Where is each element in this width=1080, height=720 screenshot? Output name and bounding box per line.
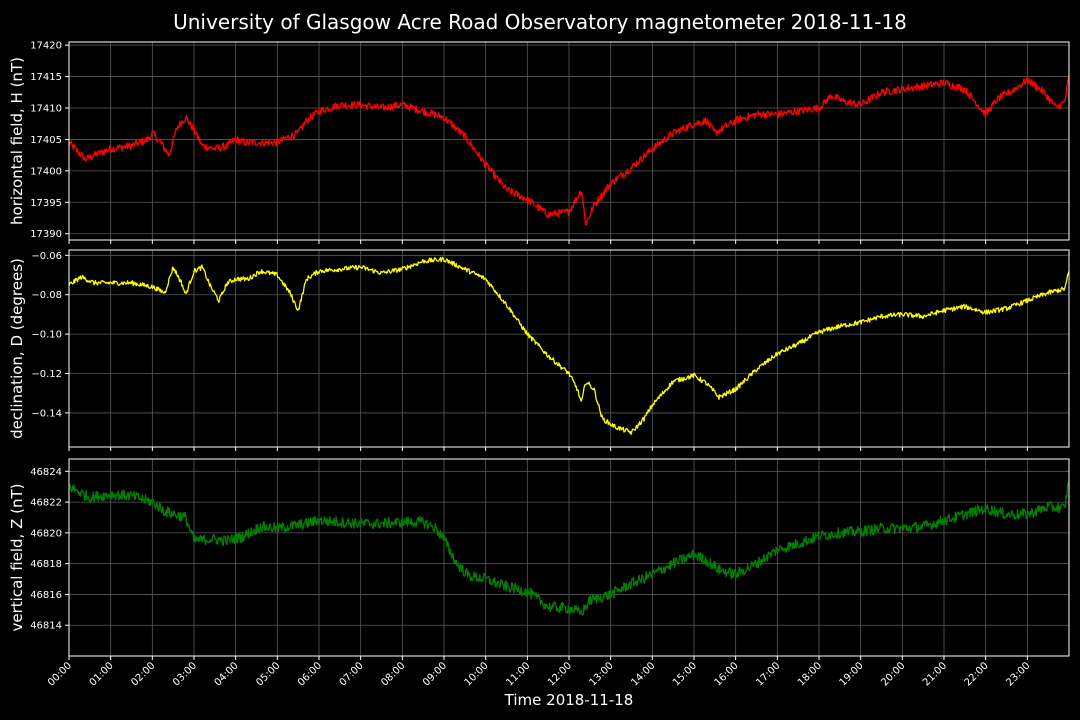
x-tick-label: 14:00	[629, 660, 657, 688]
x-tick-label: 19:00	[838, 660, 866, 688]
x-tick-label: 06:00	[296, 660, 324, 688]
y-tick-label: −0.08	[31, 290, 62, 301]
x-tick-label: 12:00	[546, 660, 574, 688]
y-tick-label: 46818	[30, 559, 62, 570]
x-tick-label: 15:00	[671, 660, 699, 688]
x-tick-label: 20:00	[879, 660, 907, 688]
x-tick-label: 00:00	[46, 660, 74, 688]
y-tick-label: −0.12	[31, 369, 62, 380]
series-line-h	[68, 74, 1070, 226]
x-tick-label: 02:00	[129, 660, 157, 688]
y-tick-label: 17410	[30, 104, 62, 115]
y-tick-label: 17415	[30, 72, 62, 83]
x-tick-label: 17:00	[754, 660, 782, 688]
x-tick-label: 13:00	[588, 660, 616, 688]
x-tick-label: 22:00	[963, 660, 991, 688]
x-tick-label: 09:00	[421, 660, 449, 688]
y-tick-label: 46820	[30, 528, 62, 539]
y-tick-label: 17395	[30, 198, 62, 209]
x-tick-label: 10:00	[463, 660, 491, 688]
axes-frame-h	[68, 41, 1070, 241]
y-tick-label: 46816	[30, 590, 62, 601]
y-tick-label: 17400	[30, 166, 62, 177]
x-tick-label: 01:00	[88, 660, 116, 688]
y-tick-label: 17390	[30, 229, 62, 240]
x-tick-label: 05:00	[254, 660, 282, 688]
axes-frame-d	[68, 249, 1070, 448]
y-tick-label: 46824	[30, 467, 62, 478]
x-tick-label: 03:00	[171, 660, 199, 688]
x-tick-label: 16:00	[713, 660, 741, 688]
x-tick-label: 04:00	[213, 660, 241, 688]
y-axis-label-z: vertical field, Z (nT)	[8, 483, 26, 631]
y-axis-label-d: declination, D (degrees)	[8, 258, 26, 439]
x-tick-label: 08:00	[379, 660, 407, 688]
axes-frame-z	[68, 458, 1070, 657]
y-tick-label: −0.14	[31, 408, 62, 419]
x-tick-label: 11:00	[504, 660, 532, 688]
y-tick-label: 17420	[30, 41, 62, 52]
x-tick-label: 07:00	[338, 660, 366, 688]
x-tick-label: 23:00	[1004, 660, 1032, 688]
x-tick-label: 18:00	[796, 660, 824, 688]
y-tick-label: 17405	[30, 135, 62, 146]
y-axis-label-h: horizontal field, H (nT)	[8, 57, 26, 225]
series-line-z	[68, 481, 1070, 616]
x-tick-label: 21:00	[921, 660, 949, 688]
y-tick-label: −0.10	[31, 330, 62, 341]
chart-title: University of Glasgow Acre Road Observat…	[173, 10, 907, 34]
series-line-d	[68, 256, 1070, 435]
y-tick-label: 46814	[30, 621, 62, 632]
y-tick-label: −0.06	[31, 251, 62, 262]
x-axis-label: Time 2018-11-18	[504, 691, 634, 709]
y-tick-label: 46822	[30, 498, 62, 509]
